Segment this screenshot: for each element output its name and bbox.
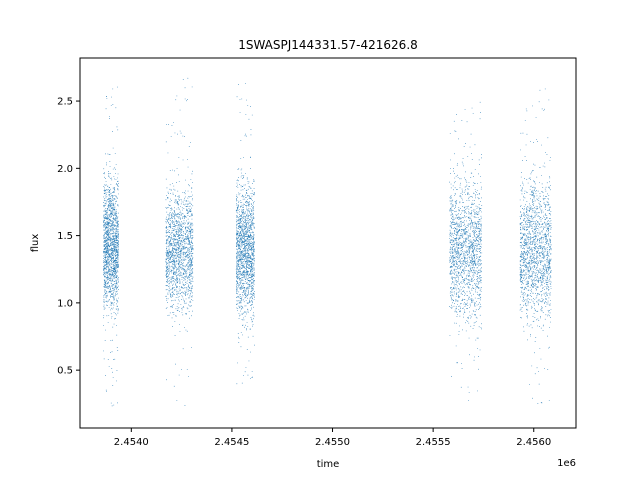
x-axis-label: time <box>317 459 340 470</box>
y-tick-label: 2.0 <box>57 164 73 175</box>
data-point-cloud <box>103 77 552 407</box>
chart-title: 1SWASPJ144331.57-421626.8 <box>238 38 418 52</box>
y-axis: 0.5 1.0 1.5 2.0 2.5 <box>57 97 80 377</box>
x-tick-label: 2.4540 <box>114 437 149 448</box>
x-axis: 2.4540 2.4545 2.4550 2.4555 2.4560 <box>114 428 551 448</box>
y-tick-label: 0.5 <box>57 366 73 377</box>
y-tick-label: 1.5 <box>57 231 73 242</box>
x-tick-label: 2.4560 <box>516 437 551 448</box>
scatter-points <box>103 77 552 407</box>
y-axis-label: flux <box>30 234 41 253</box>
plot-frame <box>79 57 577 429</box>
x-tick-label: 2.4550 <box>315 437 350 448</box>
y-tick-label: 1.0 <box>57 298 73 309</box>
x-tick-label: 2.4555 <box>416 437 451 448</box>
x-offset-label: 1e6 <box>557 458 576 469</box>
y-tick-label: 2.5 <box>57 97 73 108</box>
x-tick-label: 2.4545 <box>214 437 249 448</box>
